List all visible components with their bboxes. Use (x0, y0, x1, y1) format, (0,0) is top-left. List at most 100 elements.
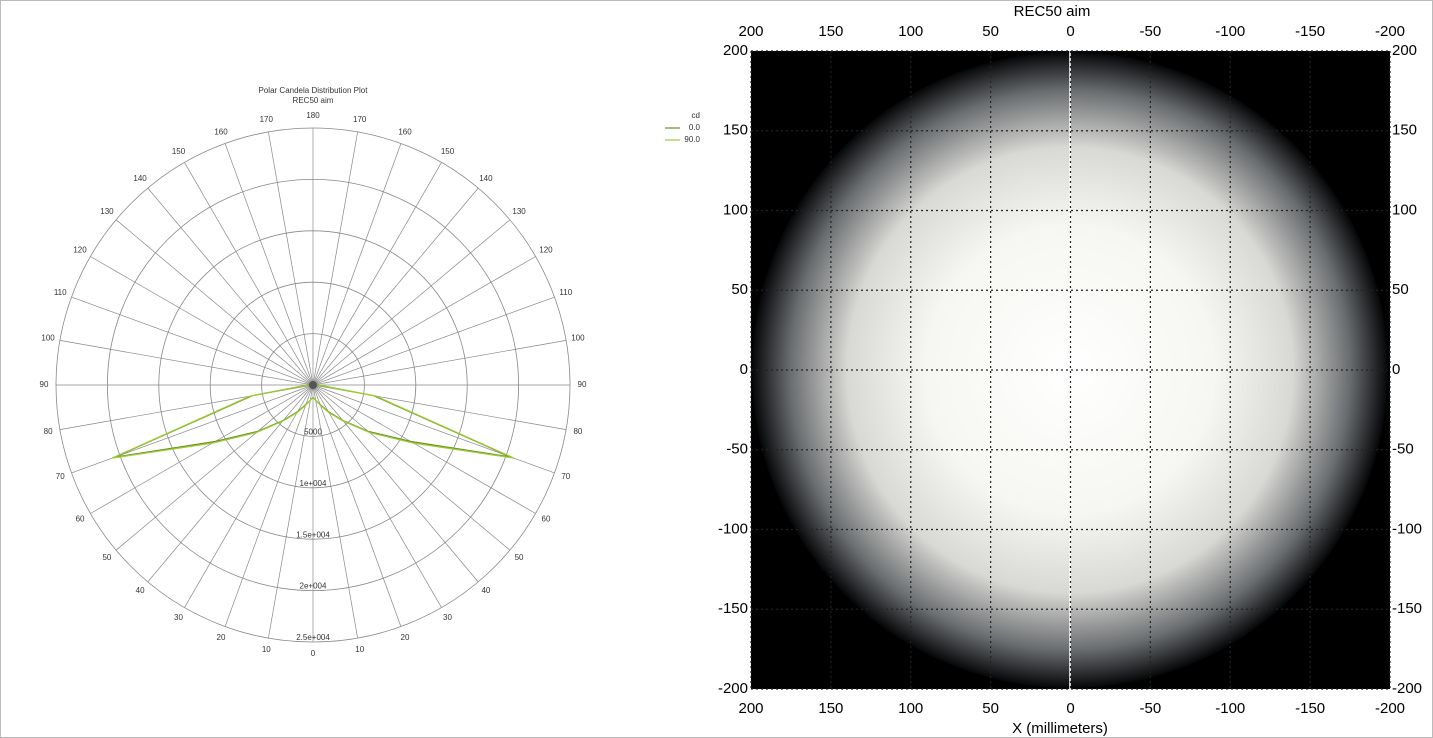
x-tick-label-top: 200 (738, 23, 763, 40)
x-tick-label-top: -100 (1215, 23, 1245, 40)
radial-label: 5000 (304, 428, 322, 437)
y-tick-label-left: 150 (723, 122, 748, 139)
x-tick-label-top: -200 (1375, 23, 1405, 40)
angle-label: 50 (515, 553, 524, 562)
angle-label: 100 (41, 333, 55, 342)
spoke (312, 384, 358, 639)
y-tick-label-right: -150 (1392, 600, 1422, 617)
y-tick-label-right: 150 (1392, 122, 1417, 139)
angle-label: 180 (306, 111, 320, 120)
spoke (184, 162, 314, 386)
angle-label: 30 (174, 613, 183, 622)
x-tick-label-top: 50 (982, 23, 999, 40)
ring (209, 281, 417, 489)
x-tick-label-bottom: -100 (1215, 700, 1245, 717)
polar-title: Polar Candela Distribution Plot (259, 86, 369, 95)
spoke (312, 384, 479, 583)
angle-label: 20 (401, 633, 410, 642)
angle-label: 130 (100, 207, 114, 216)
ring (261, 333, 365, 437)
angle-label: 150 (441, 147, 455, 156)
x-tick-label-bottom: 200 (738, 700, 763, 717)
spoke (59, 340, 314, 386)
ring (55, 127, 571, 643)
spoke (268, 131, 314, 386)
legend-label: 90.0 (684, 135, 700, 144)
spoke (312, 187, 479, 386)
y-tick-label-right: 200 (1392, 42, 1417, 59)
x-tick-label-top: 150 (818, 23, 843, 40)
candela-curve (312, 384, 515, 459)
spoke (312, 384, 402, 627)
candela-curve (111, 384, 314, 459)
angle-label: 30 (443, 613, 452, 622)
spoke (312, 143, 402, 386)
y-tick-label-left: 50 (731, 281, 748, 298)
angle-label: 160 (214, 127, 228, 136)
x-tick-label-top: -50 (1140, 23, 1162, 40)
angle-label: 120 (73, 246, 87, 255)
spoke (312, 384, 555, 474)
y-tick-label-left: -200 (718, 680, 748, 697)
angle-label: 90 (578, 380, 587, 389)
spoke (268, 384, 314, 639)
angle-label: 130 (512, 207, 526, 216)
legend-label: 0.0 (689, 123, 701, 132)
angle-label: 20 (217, 633, 226, 642)
angle-label: 150 (172, 147, 186, 156)
spoke (224, 143, 314, 386)
angle-label: 0 (311, 649, 316, 658)
spoke (115, 384, 314, 551)
y-tick-label-left: 200 (723, 42, 748, 59)
y-tick-label-right: -50 (1392, 441, 1414, 458)
angle-label: 140 (133, 174, 147, 183)
spoke (312, 256, 536, 386)
angle-label: 60 (542, 515, 551, 524)
spoke (312, 384, 511, 551)
angle-label: 10 (355, 645, 364, 654)
angle-label: 10 (262, 645, 271, 654)
radial-label: 1.5e+004 (296, 530, 330, 539)
x-tick-label-bottom: 150 (818, 700, 843, 717)
angle-label: 40 (481, 586, 490, 595)
spoke (312, 162, 442, 386)
spoke (90, 384, 314, 514)
y-tick-label-left: 0 (740, 361, 748, 378)
spoke (71, 384, 314, 474)
angle-label: 80 (44, 427, 53, 436)
spoke (312, 131, 358, 386)
map-title: REC50 aim (1014, 3, 1091, 20)
x-tick-label-top: 0 (1066, 23, 1074, 40)
angle-label: 90 (40, 380, 49, 389)
spoke (147, 187, 314, 386)
center-dot (309, 381, 317, 389)
spoke (184, 384, 314, 608)
x-tick-label-bottom: 100 (898, 700, 923, 717)
spoke (312, 384, 536, 514)
angle-label: 60 (76, 515, 85, 524)
y-tick-label-left: -150 (718, 600, 748, 617)
angle-label: 80 (573, 427, 582, 436)
angle-label: 40 (136, 586, 145, 595)
spoke (147, 384, 314, 583)
y-tick-label-right: 50 (1392, 281, 1409, 298)
spoke (115, 219, 314, 386)
spoke (224, 384, 314, 627)
y-tick-label-right: -200 (1392, 680, 1422, 697)
y-tick-label-right: 0 (1392, 361, 1400, 378)
spoke (312, 296, 555, 386)
y-tick-label-left: 100 (723, 201, 748, 218)
angle-label: 110 (54, 288, 67, 297)
y-tick-label-right: -100 (1392, 520, 1422, 537)
spoke (71, 296, 314, 386)
x-tick-label-bottom: -50 (1140, 700, 1162, 717)
spoke (312, 340, 567, 386)
x-tick-label-top: -150 (1295, 23, 1325, 40)
angle-label: 160 (398, 127, 412, 136)
ring (106, 178, 520, 592)
x-axis-label: X (millimeters) (1012, 720, 1108, 737)
radial-label: 2e+004 (300, 582, 327, 591)
angle-label: 170 (260, 115, 274, 124)
angle-label: 70 (56, 472, 65, 481)
